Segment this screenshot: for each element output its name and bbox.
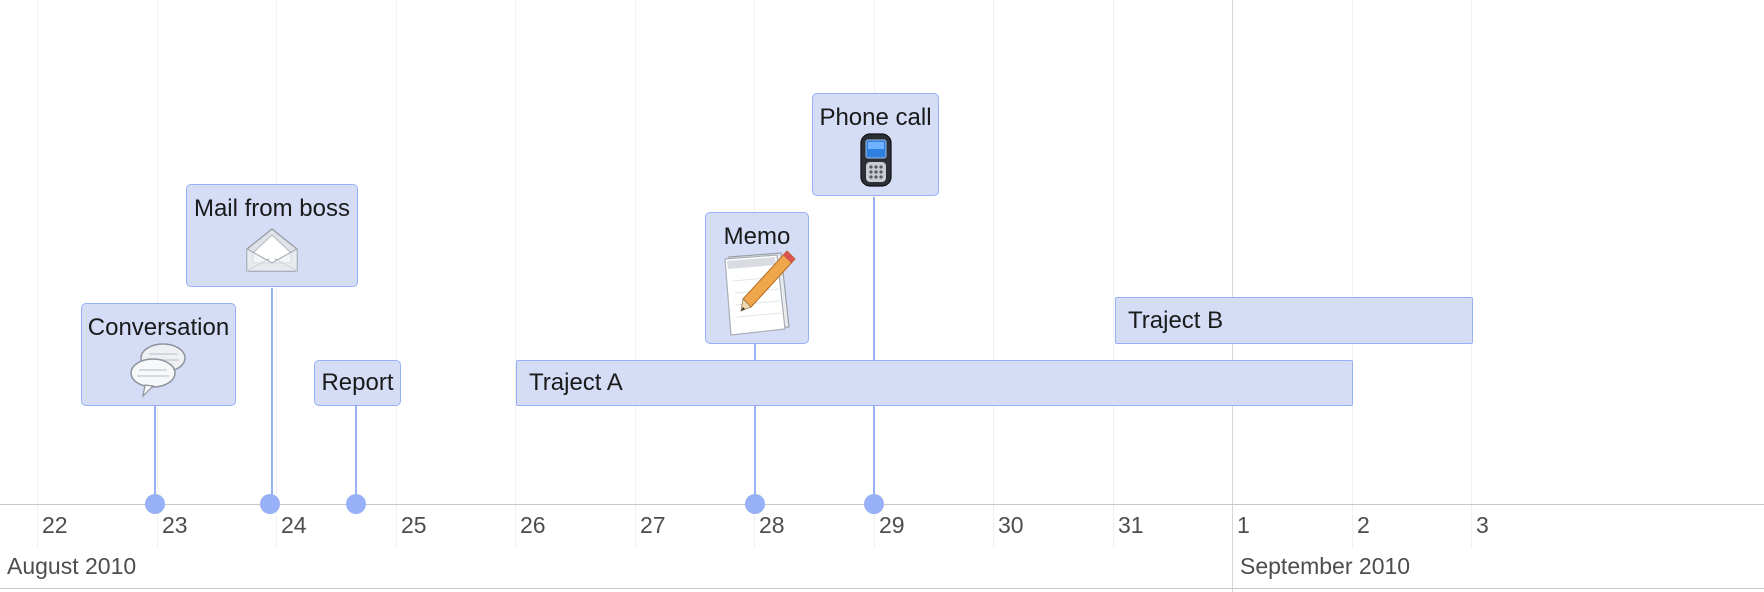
event-dot-phone-call[interactable] (864, 494, 884, 514)
day-tick-label: 23 (162, 512, 188, 538)
envelope-icon (246, 228, 298, 272)
event-box-memo[interactable]: Memo (705, 212, 809, 344)
grid-line (993, 0, 994, 548)
grid-line (396, 0, 397, 548)
day-tick-label: 28 (759, 512, 785, 538)
event-label: Phone call (819, 104, 932, 131)
month-grid-line (1232, 0, 1233, 592)
month-label: September 2010 (1240, 553, 1411, 579)
timeline-bottom-border (0, 588, 1764, 589)
grid-line (515, 0, 516, 548)
event-connector-line (154, 406, 156, 504)
grid-line (157, 0, 158, 548)
day-tick-label: 22 (42, 512, 68, 538)
day-tick-label: 31 (1118, 512, 1144, 538)
event-dot-mail-from-boss[interactable] (260, 494, 280, 514)
range-label: Traject A (529, 369, 623, 396)
day-tick-label: 30 (998, 512, 1024, 538)
event-dot-memo[interactable] (745, 494, 765, 514)
range-label: Traject B (1128, 306, 1224, 334)
grid-line (1113, 0, 1114, 548)
event-label: Mail from boss (193, 195, 351, 222)
day-tick-label: 3 (1476, 512, 1489, 538)
event-label: Report (321, 369, 394, 396)
day-tick-label: 24 (281, 512, 307, 538)
event-dot-conversation[interactable] (145, 494, 165, 514)
event-dot-report[interactable] (346, 494, 366, 514)
day-tick-label: 27 (640, 512, 666, 538)
grid-line (635, 0, 636, 548)
event-connector-line (873, 197, 875, 504)
day-tick-label: 25 (401, 512, 427, 538)
event-box-phone-call[interactable]: Phone call (812, 93, 939, 196)
event-connector-line (754, 344, 756, 504)
range-item-traject-a[interactable]: Traject A (516, 360, 1353, 406)
speech-bubbles-icon (129, 343, 186, 398)
mobile-phone-icon (859, 133, 892, 187)
day-tick-label: 26 (520, 512, 546, 538)
day-tick-label: 1 (1237, 512, 1250, 538)
grid-line (37, 0, 38, 548)
event-label: Conversation (87, 314, 230, 341)
event-box-conversation[interactable]: Conversation (81, 303, 236, 406)
grid-line (1352, 0, 1353, 548)
range-item-traject-b[interactable]: Traject B (1115, 297, 1473, 344)
event-connector-line (271, 288, 273, 504)
event-connector-line (355, 406, 357, 504)
day-tick-label: 29 (879, 512, 905, 538)
day-tick-label: 2 (1357, 512, 1370, 538)
month-label: August 2010 (7, 553, 137, 579)
event-box-mail-from-boss[interactable]: Mail from boss (186, 184, 358, 287)
notepad-pencil-icon (724, 250, 796, 336)
event-box-report[interactable]: Report (314, 360, 401, 406)
grid-line (1471, 0, 1472, 548)
event-label: Memo (723, 223, 791, 250)
